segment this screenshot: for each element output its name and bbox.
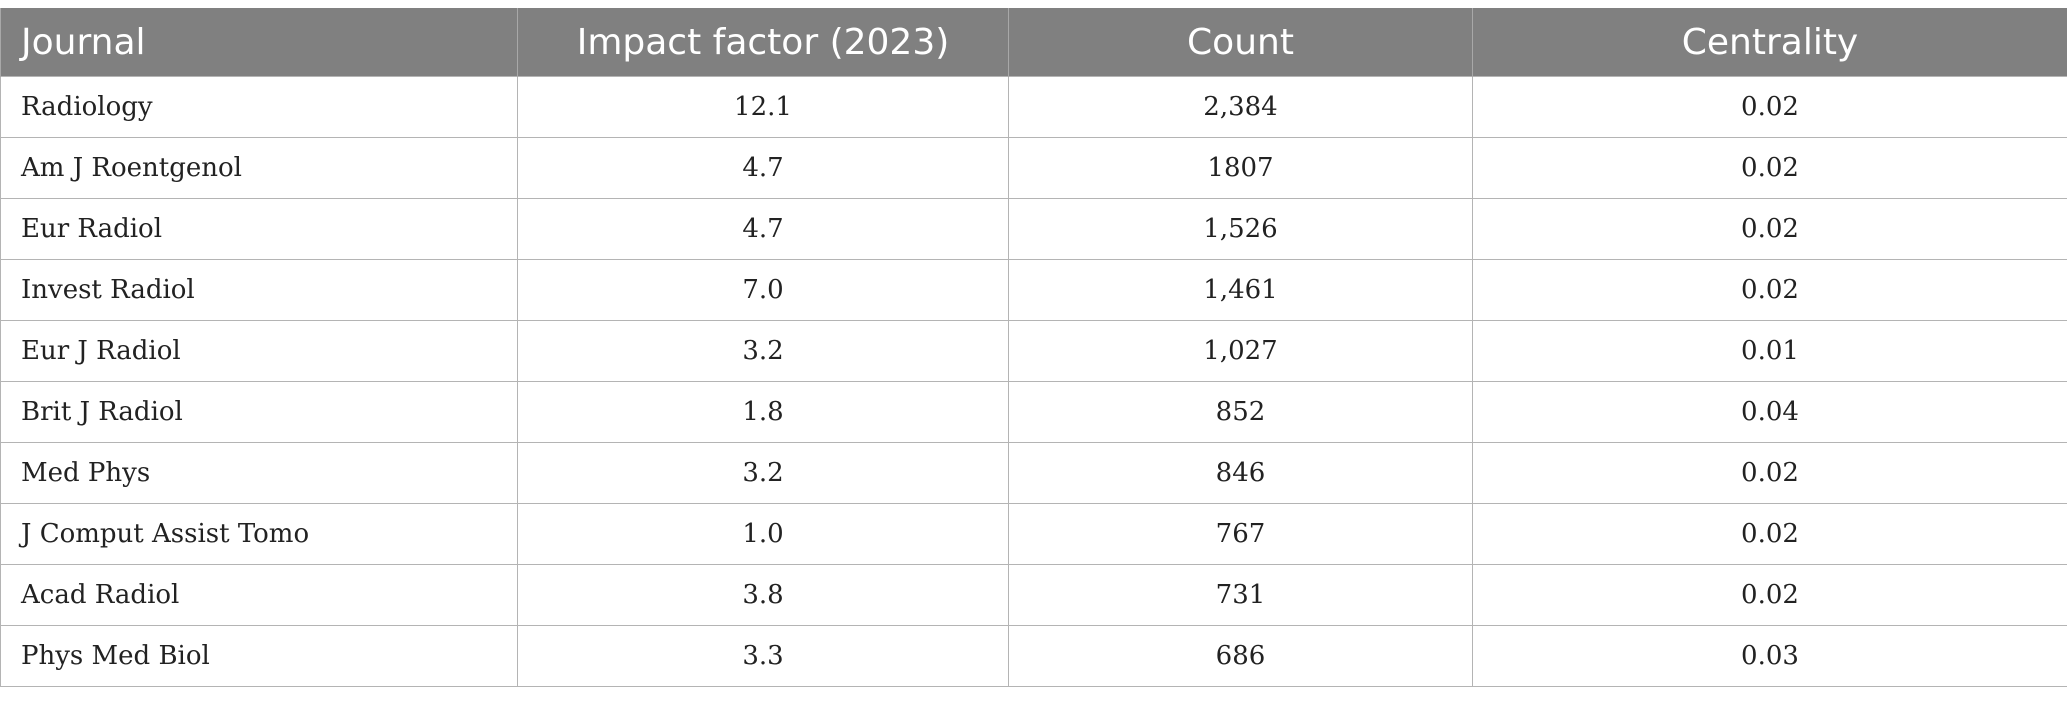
- cell-journal: J Comput Assist Tomo: [0, 503, 518, 565]
- cell-impact-factor: 3.3: [517, 625, 1009, 687]
- cell-journal: Acad Radiol: [0, 564, 518, 626]
- cell-centrality: 0.01: [1472, 320, 2067, 382]
- table-row: Eur J Radiol 3.2 1,027 0.01: [0, 320, 2067, 382]
- cell-journal: Radiology: [0, 76, 518, 138]
- cell-journal: Am J Roentgenol: [0, 137, 518, 199]
- table-row: Am J Roentgenol 4.7 1807 0.02: [0, 137, 2067, 199]
- journal-table-container: Journal Impact factor (2023) Count Centr…: [0, 8, 2067, 687]
- cell-count: 846: [1008, 442, 1473, 504]
- cell-journal: Phys Med Biol: [0, 625, 518, 687]
- cell-centrality: 0.02: [1472, 442, 2067, 504]
- cell-centrality: 0.02: [1472, 76, 2067, 138]
- header-centrality: Centrality: [1472, 8, 2067, 77]
- table-row: Radiology 12.1 2,384 0.02: [0, 76, 2067, 138]
- cell-centrality: 0.04: [1472, 381, 2067, 443]
- cell-count: 1,461: [1008, 259, 1473, 321]
- cell-journal: Eur J Radiol: [0, 320, 518, 382]
- table-row: Eur Radiol 4.7 1,526 0.02: [0, 198, 2067, 260]
- cell-impact-factor: 1.0: [517, 503, 1009, 565]
- cell-impact-factor: 4.7: [517, 137, 1009, 199]
- header-impact-factor: Impact factor (2023): [517, 8, 1009, 77]
- cell-count: 852: [1008, 381, 1473, 443]
- cell-impact-factor: 3.2: [517, 442, 1009, 504]
- cell-count: 1,027: [1008, 320, 1473, 382]
- table-row: Phys Med Biol 3.3 686 0.03: [0, 625, 2067, 687]
- cell-impact-factor: 4.7: [517, 198, 1009, 260]
- cell-journal: Med Phys: [0, 442, 518, 504]
- cell-centrality: 0.02: [1472, 564, 2067, 626]
- cell-count: 686: [1008, 625, 1473, 687]
- cell-centrality: 0.02: [1472, 259, 2067, 321]
- cell-count: 1807: [1008, 137, 1473, 199]
- cell-journal: Eur Radiol: [0, 198, 518, 260]
- cell-centrality: 0.02: [1472, 503, 2067, 565]
- header-row: Journal Impact factor (2023) Count Centr…: [0, 8, 2067, 77]
- cell-impact-factor: 12.1: [517, 76, 1009, 138]
- cell-count: 1,526: [1008, 198, 1473, 260]
- table-row: J Comput Assist Tomo 1.0 767 0.02: [0, 503, 2067, 565]
- header-count: Count: [1008, 8, 1473, 77]
- cell-impact-factor: 1.8: [517, 381, 1009, 443]
- cell-impact-factor: 7.0: [517, 259, 1009, 321]
- table-row: Brit J Radiol 1.8 852 0.04: [0, 381, 2067, 443]
- header-journal: Journal: [0, 8, 518, 77]
- table-header: Journal Impact factor (2023) Count Centr…: [0, 8, 2067, 77]
- table-row: Acad Radiol 3.8 731 0.02: [0, 564, 2067, 626]
- cell-count: 767: [1008, 503, 1473, 565]
- cell-count: 731: [1008, 564, 1473, 626]
- cell-centrality: 0.03: [1472, 625, 2067, 687]
- table-row: Invest Radiol 7.0 1,461 0.02: [0, 259, 2067, 321]
- cell-centrality: 0.02: [1472, 198, 2067, 260]
- journal-table: Journal Impact factor (2023) Count Centr…: [0, 8, 2067, 687]
- cell-impact-factor: 3.2: [517, 320, 1009, 382]
- table-row: Med Phys 3.2 846 0.02: [0, 442, 2067, 504]
- table-body: Radiology 12.1 2,384 0.02 Am J Roentgeno…: [0, 76, 2067, 687]
- cell-centrality: 0.02: [1472, 137, 2067, 199]
- cell-journal: Brit J Radiol: [0, 381, 518, 443]
- cell-journal: Invest Radiol: [0, 259, 518, 321]
- cell-impact-factor: 3.8: [517, 564, 1009, 626]
- cell-count: 2,384: [1008, 76, 1473, 138]
